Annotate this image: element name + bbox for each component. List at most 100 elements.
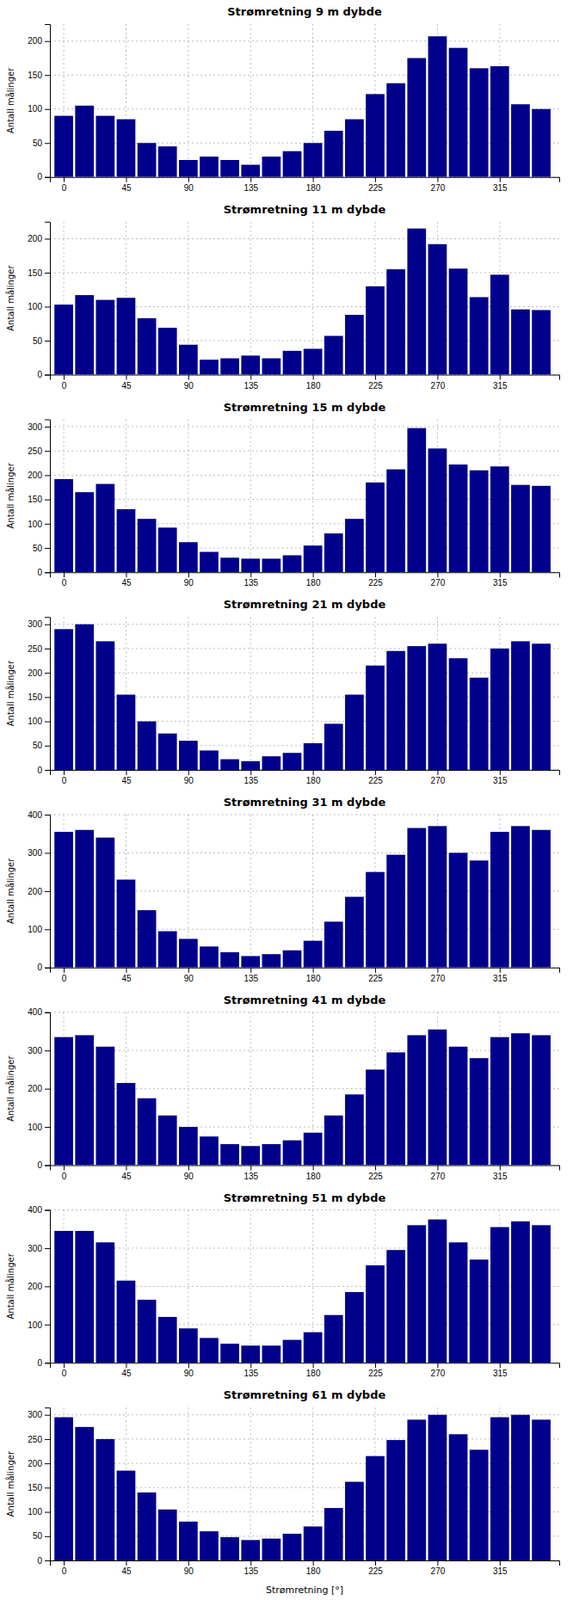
x-tick: 135 bbox=[243, 572, 259, 588]
x-tick: 135 bbox=[243, 375, 259, 391]
bar bbox=[511, 1033, 530, 1165]
title: Strømretning 51 m dybde bbox=[223, 1191, 387, 1205]
bar bbox=[178, 740, 198, 771]
grid-line-x bbox=[250, 1407, 252, 1561]
x-tick-label: 180 bbox=[306, 183, 321, 193]
x-axis: 04590135180225270315 bbox=[50, 572, 561, 588]
x-tick-label: 90 bbox=[184, 1368, 195, 1379]
x-tick-mark bbox=[125, 770, 127, 776]
bar bbox=[95, 116, 115, 178]
x-tick-label: 315 bbox=[492, 776, 508, 786]
y-tick-mark bbox=[44, 1286, 50, 1288]
bar bbox=[262, 1539, 282, 1561]
y-axis-title: Antall målinger bbox=[5, 67, 16, 134]
bar bbox=[262, 1345, 282, 1363]
x-tick: 0 bbox=[61, 967, 68, 984]
x-tick: 225 bbox=[368, 1362, 383, 1379]
bar bbox=[531, 486, 551, 573]
y-axis: 0100200300400 bbox=[27, 810, 50, 974]
y-tick-label: 400 bbox=[27, 1205, 43, 1215]
y-tick-mark bbox=[44, 239, 50, 241]
x-axis: 04590135180225270315 bbox=[50, 1165, 561, 1182]
y-tick-label: 100 bbox=[27, 1507, 43, 1517]
bar bbox=[158, 527, 178, 573]
bar bbox=[345, 1482, 364, 1561]
x-tick-mark bbox=[437, 177, 438, 183]
bar bbox=[531, 643, 551, 771]
x-tick: 315 bbox=[492, 1165, 508, 1182]
y-tick-label: 50 bbox=[32, 1531, 44, 1541]
y-tick-label: 0 bbox=[36, 962, 43, 973]
y-tick: 100 bbox=[27, 301, 50, 312]
bar bbox=[54, 1231, 74, 1363]
bar bbox=[469, 296, 489, 375]
x-tick: 315 bbox=[492, 177, 508, 193]
marks bbox=[54, 1029, 551, 1166]
y-tick: 0 bbox=[36, 962, 50, 973]
x-tick-mark bbox=[125, 967, 127, 974]
y-tick: 150 bbox=[27, 268, 50, 278]
y-tick: 300 bbox=[27, 1410, 50, 1420]
y-tick-label: 0 bbox=[36, 369, 43, 380]
bar bbox=[386, 651, 406, 771]
y-tick: 250 bbox=[27, 1435, 50, 1445]
y-tick: 50 bbox=[32, 543, 50, 554]
bar bbox=[406, 828, 426, 968]
x-tick-label: 270 bbox=[431, 1171, 446, 1182]
y-axis: 0100200300400 bbox=[27, 1007, 50, 1171]
bar bbox=[386, 1440, 406, 1561]
y-tick: 300 bbox=[27, 619, 50, 629]
bar bbox=[240, 355, 260, 375]
grid bbox=[49, 616, 560, 771]
y-tick-mark bbox=[44, 109, 50, 111]
bar bbox=[365, 1265, 385, 1363]
y-tick: 200 bbox=[27, 470, 50, 481]
panel: 04590135180225270315050100150200Strømret… bbox=[5, 5, 561, 193]
bar bbox=[303, 743, 323, 771]
bar bbox=[386, 269, 406, 375]
x-tick: 0 bbox=[61, 572, 68, 588]
x-tick: 315 bbox=[492, 572, 508, 588]
bar bbox=[178, 938, 198, 968]
grid bbox=[49, 1012, 560, 1166]
x-tick-mark bbox=[313, 572, 315, 578]
bar bbox=[490, 1226, 510, 1363]
grid-line-y bbox=[49, 623, 560, 625]
bar bbox=[117, 509, 136, 573]
bar bbox=[365, 482, 385, 573]
y-tick: 200 bbox=[27, 1084, 50, 1094]
x-tick: 135 bbox=[243, 770, 259, 786]
grid bbox=[49, 814, 560, 968]
bar bbox=[511, 640, 530, 771]
x-axis-line bbox=[50, 573, 561, 579]
y-tick: 100 bbox=[27, 104, 50, 114]
x-tick: 45 bbox=[121, 1560, 132, 1577]
bar bbox=[406, 58, 426, 178]
bar bbox=[283, 351, 302, 376]
y-axis-title: Antall målinger bbox=[5, 264, 16, 332]
bar bbox=[74, 1427, 94, 1561]
y-tick-mark bbox=[44, 1362, 50, 1364]
y-tick-label: 250 bbox=[27, 1435, 43, 1445]
x-tick: 270 bbox=[431, 770, 446, 786]
y-tick-label: 400 bbox=[27, 810, 43, 820]
y-tick-mark bbox=[44, 1512, 50, 1514]
x-tick-label: 180 bbox=[306, 1171, 321, 1182]
bar bbox=[74, 295, 94, 375]
x-tick-label: 270 bbox=[431, 381, 446, 391]
bar bbox=[262, 1144, 282, 1165]
y-tick-mark bbox=[44, 74, 50, 76]
y-tick: 200 bbox=[27, 887, 50, 897]
y-tick-mark bbox=[44, 41, 50, 43]
y-tick-mark bbox=[44, 1560, 50, 1562]
x-tick-label: 270 bbox=[431, 1566, 446, 1577]
title: Strømretning 31 m dybde bbox=[223, 795, 387, 809]
bar bbox=[449, 1047, 469, 1166]
x-tick: 135 bbox=[243, 1165, 259, 1182]
y-tick-label: 200 bbox=[27, 234, 43, 244]
bar bbox=[365, 1456, 385, 1561]
x-axis: 04590135180225270315 bbox=[50, 1560, 561, 1577]
x-tick: 315 bbox=[492, 770, 508, 786]
bar bbox=[54, 628, 74, 771]
bar bbox=[303, 941, 323, 968]
